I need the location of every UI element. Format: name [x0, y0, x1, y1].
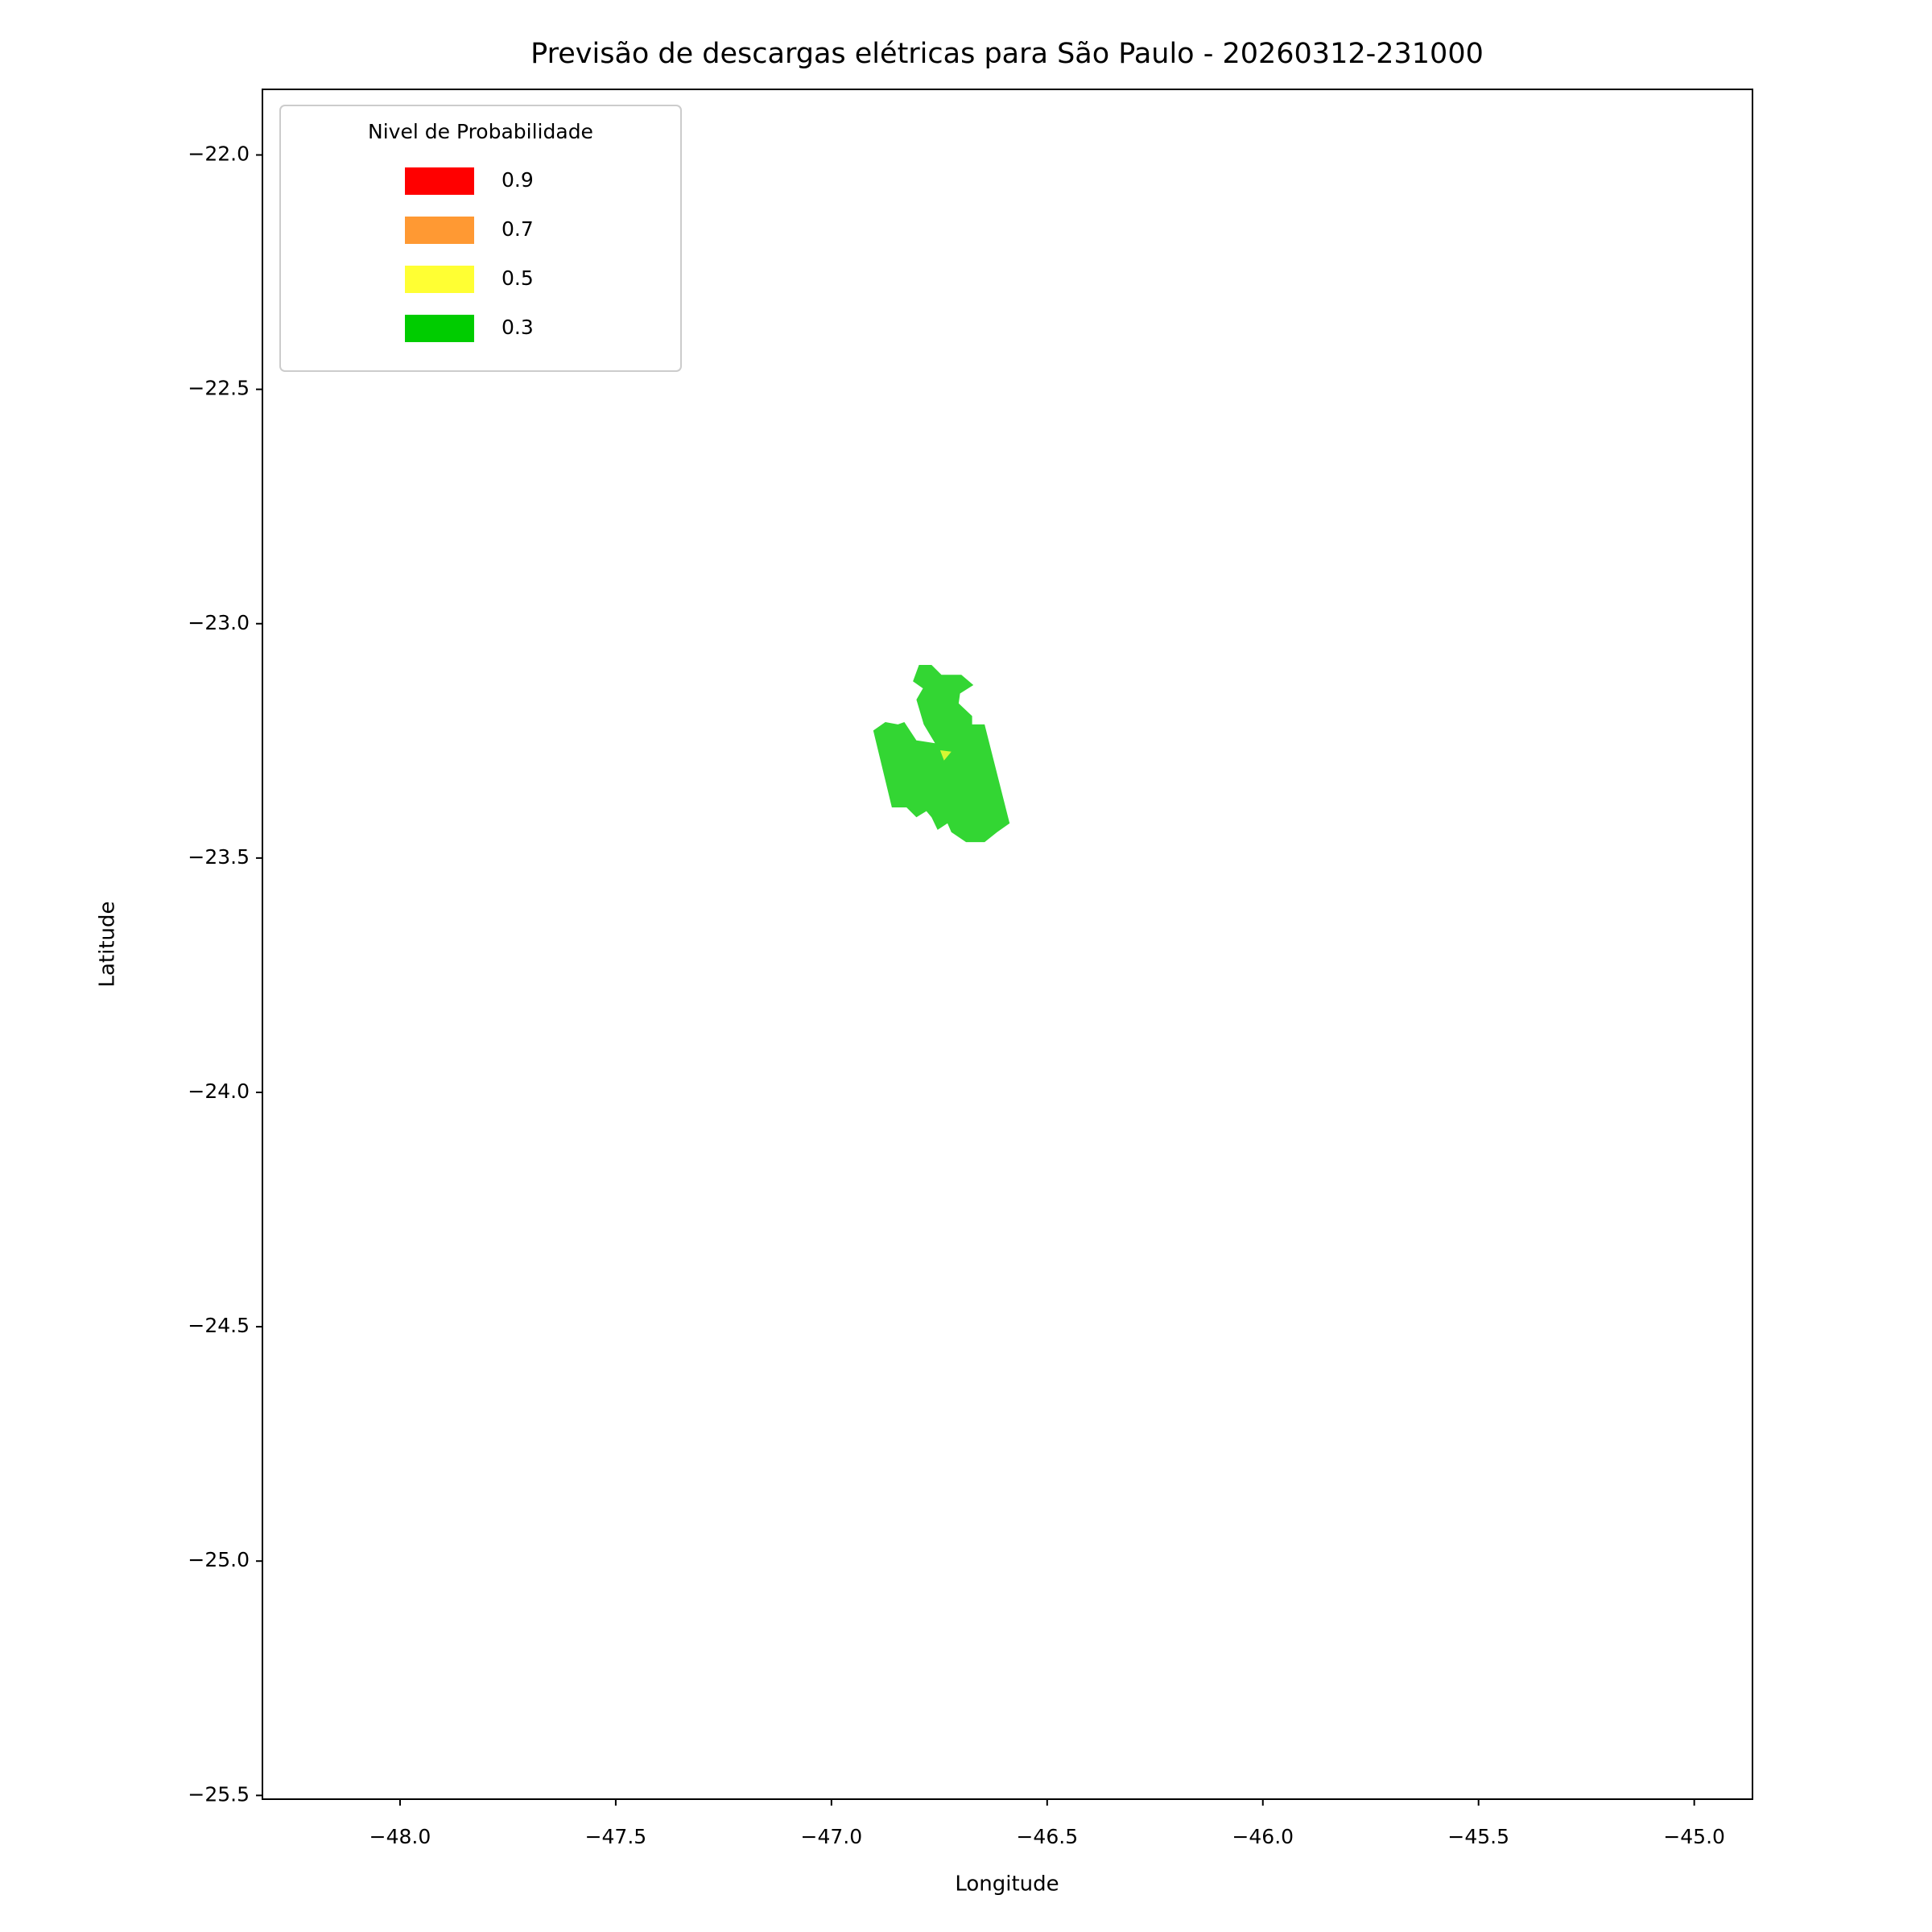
plot-frame: [262, 89, 1753, 1800]
x-tick-label: −48.0: [369, 1825, 431, 1848]
legend-title: Nivel de Probabilidade: [368, 120, 593, 143]
y-tick-label: −25.0: [188, 1548, 250, 1571]
legend-label: 0.9: [502, 168, 534, 192]
probability-area: [939, 750, 952, 761]
x-tick-label: −46.5: [1016, 1825, 1078, 1848]
legend-label: 0.5: [502, 266, 534, 290]
x-axis-label: Longitude: [955, 1872, 1059, 1897]
y-tick-label: −22.0: [188, 142, 250, 166]
legend-swatch: [405, 217, 474, 244]
legend-label: 0.3: [502, 316, 534, 339]
y-tick-label: −23.0: [188, 611, 250, 634]
legend-swatch: [405, 315, 474, 342]
y-axis-label: Latitude: [96, 901, 120, 987]
y-tick-label: −23.5: [188, 845, 250, 869]
x-tick-label: −46.0: [1232, 1825, 1294, 1848]
x-tick-label: −47.0: [801, 1825, 863, 1848]
legend-frame: [279, 105, 682, 372]
y-tick-label: −22.5: [188, 377, 250, 400]
y-tick-label: −25.5: [188, 1782, 250, 1806]
y-tick-label: −24.5: [188, 1314, 250, 1337]
chart-title: Previsão de descargas elétricas para São…: [530, 38, 1484, 70]
y-tick-label: −24.0: [188, 1080, 250, 1103]
legend: Nivel de Probabilidade 0.9 0.7 0.5 0.3: [279, 105, 682, 372]
legend-swatch: [405, 266, 474, 293]
x-tick-label: −47.5: [585, 1825, 647, 1848]
legend-label: 0.7: [502, 217, 534, 241]
x-tick-label: −45.5: [1447, 1825, 1509, 1848]
legend-swatch: [405, 167, 474, 195]
x-tick-label: −45.0: [1663, 1825, 1725, 1848]
